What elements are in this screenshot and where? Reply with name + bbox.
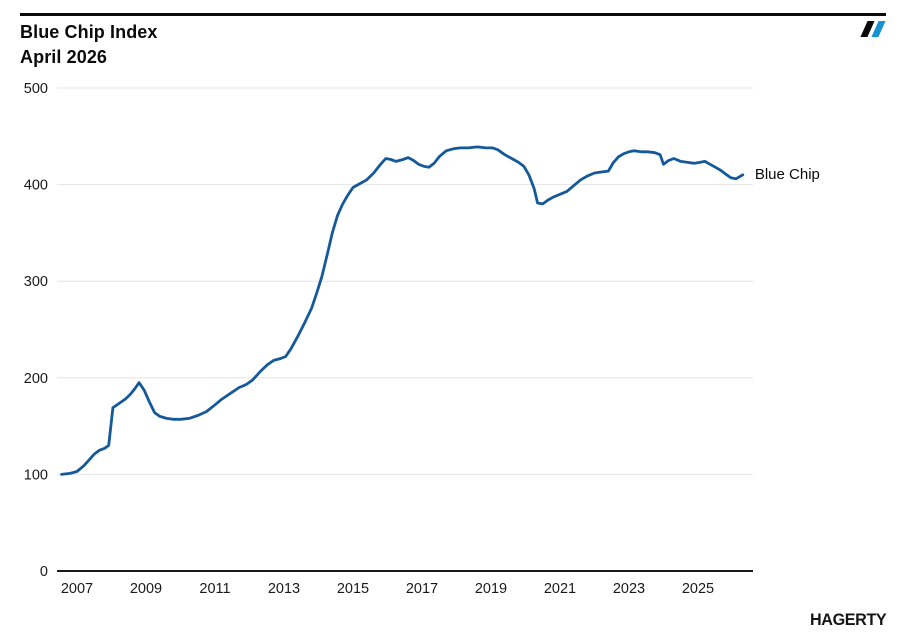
series-label: Blue Chip — [754, 165, 820, 183]
y-tick-label: 500 — [24, 81, 48, 97]
x-tick-label: 2023 — [613, 581, 645, 597]
page-title: Blue Chip Index — [20, 22, 158, 42]
x-tick-label: 2025 — [682, 581, 714, 597]
x-tick-label: 2013 — [268, 581, 300, 597]
y-tick-label: 0 — [40, 564, 48, 580]
x-tick-label: 2015 — [337, 581, 369, 597]
x-tick-label: 2009 — [130, 581, 162, 597]
hagerty-wordmark: HAGERTY — [809, 610, 887, 629]
header-rule — [20, 13, 886, 16]
y-tick-label: 300 — [24, 274, 48, 290]
y-tick-label: 100 — [24, 467, 48, 483]
series-line — [60, 145, 745, 476]
y-tick-label: 200 — [24, 371, 48, 387]
title-block: Blue Chip Index April 2026 — [20, 20, 158, 70]
x-tick-label: 2007 — [61, 581, 93, 597]
x-tick-label: 2021 — [544, 581, 576, 597]
x-tick-label: 2019 — [475, 581, 507, 597]
x-tick-label: 2017 — [406, 581, 438, 597]
page-subtitle: April 2026 — [20, 47, 108, 67]
x-tick-label: 2011 — [199, 581, 230, 597]
y-tick-label: 400 — [24, 178, 48, 194]
